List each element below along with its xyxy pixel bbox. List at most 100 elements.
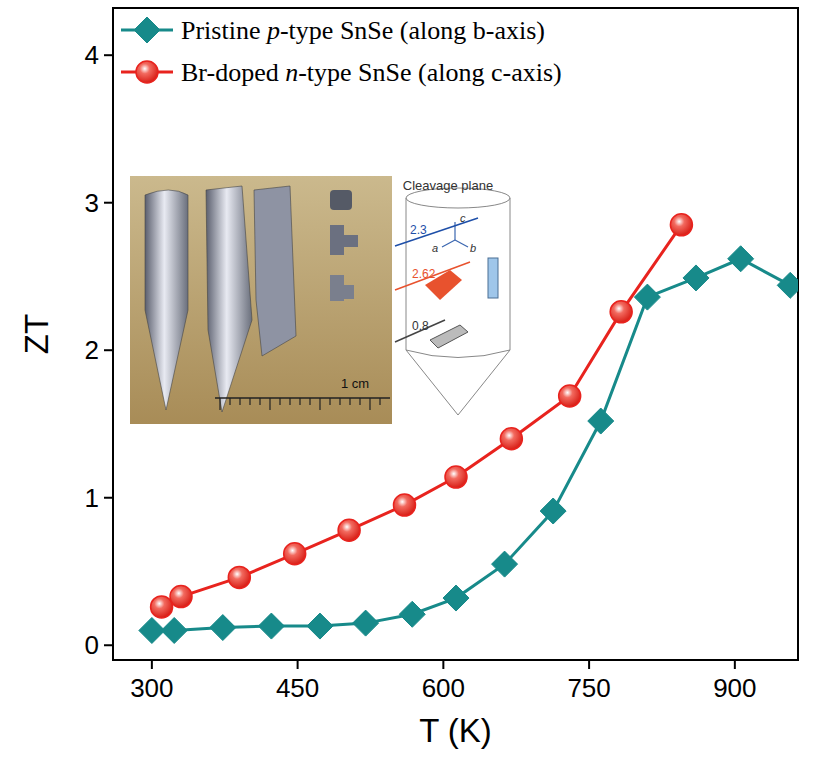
series-line — [152, 259, 790, 631]
data-point — [399, 601, 425, 627]
x-tick-label: 450 — [276, 673, 319, 703]
y-tick — [104, 497, 113, 499]
inset-label: 0.8 — [412, 319, 429, 333]
data-point — [170, 586, 192, 608]
inset-label: c — [460, 212, 466, 224]
y-tick — [104, 349, 113, 351]
x-tick — [297, 660, 299, 669]
data-point — [728, 246, 754, 272]
crystal — [145, 190, 188, 410]
ruler-tick — [329, 398, 330, 405]
legend-marker — [136, 61, 158, 83]
ruler-tick — [269, 398, 270, 410]
x-tick-label: 600 — [422, 673, 465, 703]
data-point — [210, 615, 236, 641]
ruler-tick — [289, 398, 290, 405]
data-point — [492, 551, 518, 577]
legend-text: Br-doped — [181, 58, 285, 87]
x-tick — [588, 660, 590, 669]
data-point — [559, 385, 581, 407]
axis-arrow — [442, 240, 455, 247]
data-point — [540, 498, 566, 524]
ruler-tick — [279, 398, 280, 405]
legend-label: Pristine p-type SnSe (along b-axis) — [181, 16, 545, 45]
crystal-piece — [344, 235, 358, 247]
y-tick — [104, 54, 113, 56]
data-point — [258, 613, 284, 639]
x-tick-label: 300 — [130, 673, 173, 703]
ruler-tick — [359, 398, 360, 405]
ruler-tick — [369, 398, 370, 410]
crystal — [254, 186, 296, 356]
ruler-tick — [219, 398, 220, 410]
inset-label: a — [432, 242, 438, 254]
data-point — [588, 408, 614, 434]
y-tick-label: 2 — [85, 335, 99, 365]
data-point — [307, 613, 333, 639]
ruler-tick — [229, 398, 230, 405]
ruler-tick — [309, 398, 310, 405]
ruler-tick — [259, 398, 260, 405]
data-point — [610, 301, 632, 323]
series-line — [162, 225, 682, 607]
sample-blue — [488, 258, 498, 298]
ruler-tick — [349, 398, 350, 405]
data-point — [500, 428, 522, 450]
data-point — [670, 214, 692, 236]
x-tick — [442, 660, 444, 669]
data-point — [338, 519, 360, 541]
y-tick — [104, 202, 113, 204]
data-point — [284, 543, 306, 565]
legend-text: p — [265, 16, 280, 45]
inset-label: 2.3 — [410, 223, 427, 237]
legend-text: Pristine — [181, 16, 267, 45]
y-tick-label: 0 — [85, 630, 99, 660]
y-axis-title: ZT — [18, 314, 55, 354]
data-layer — [139, 214, 798, 644]
ruler-tick — [379, 398, 380, 405]
legend-text: -type SnSe (along b-axis) — [280, 16, 545, 45]
y-tick-label: 1 — [85, 483, 99, 513]
y-tick-label: 3 — [85, 188, 99, 218]
chart: Cleavage planecab2.32.620.81 cm300450600… — [0, 0, 818, 759]
data-point — [443, 585, 469, 611]
plot-frame — [113, 8, 798, 660]
crystal-piece — [330, 190, 352, 210]
ruler-tick — [249, 398, 250, 405]
ruler-tick — [339, 398, 340, 405]
ruler — [215, 397, 390, 399]
sample-gray — [430, 325, 468, 348]
cylinder-body — [406, 198, 510, 415]
inset-schematic-bg — [392, 176, 524, 424]
legend-marker — [134, 17, 160, 43]
inset-label: 1 cm — [341, 376, 369, 391]
data-point — [151, 596, 173, 618]
legend-label: Br-doped n-type SnSe (along c-axis) — [181, 58, 562, 87]
cylinder-bottom — [406, 350, 510, 358]
x-axis-title: T (K) — [419, 712, 492, 749]
data-point — [228, 566, 250, 588]
ruler-tick — [319, 398, 320, 410]
x-tick — [734, 660, 736, 669]
data-point — [445, 466, 467, 488]
data-point — [683, 265, 709, 291]
legend-text: -type SnSe (along c-axis) — [298, 58, 562, 87]
inset-label: Cleavage plane — [403, 178, 493, 193]
x-tick-label: 900 — [713, 673, 756, 703]
axis-arrow — [455, 240, 468, 247]
axis-arrow — [454, 222, 455, 240]
data-point — [777, 272, 798, 298]
crystal — [206, 186, 252, 412]
data-point — [353, 610, 379, 636]
legend-text: n — [285, 58, 298, 87]
data-point — [634, 284, 660, 310]
y-tick-label: 4 — [85, 40, 99, 70]
data-point — [161, 617, 187, 643]
legend: Pristine p-type SnSe (along b-axis) Br-do… — [121, 16, 562, 87]
inset-label: b — [470, 242, 476, 254]
inset: Cleavage planecab2.32.620.81 cm — [130, 176, 524, 424]
crystal-piece — [330, 225, 344, 255]
crystal-piece — [330, 275, 344, 301]
ruler-tick — [299, 398, 300, 405]
y-tick — [104, 644, 113, 646]
